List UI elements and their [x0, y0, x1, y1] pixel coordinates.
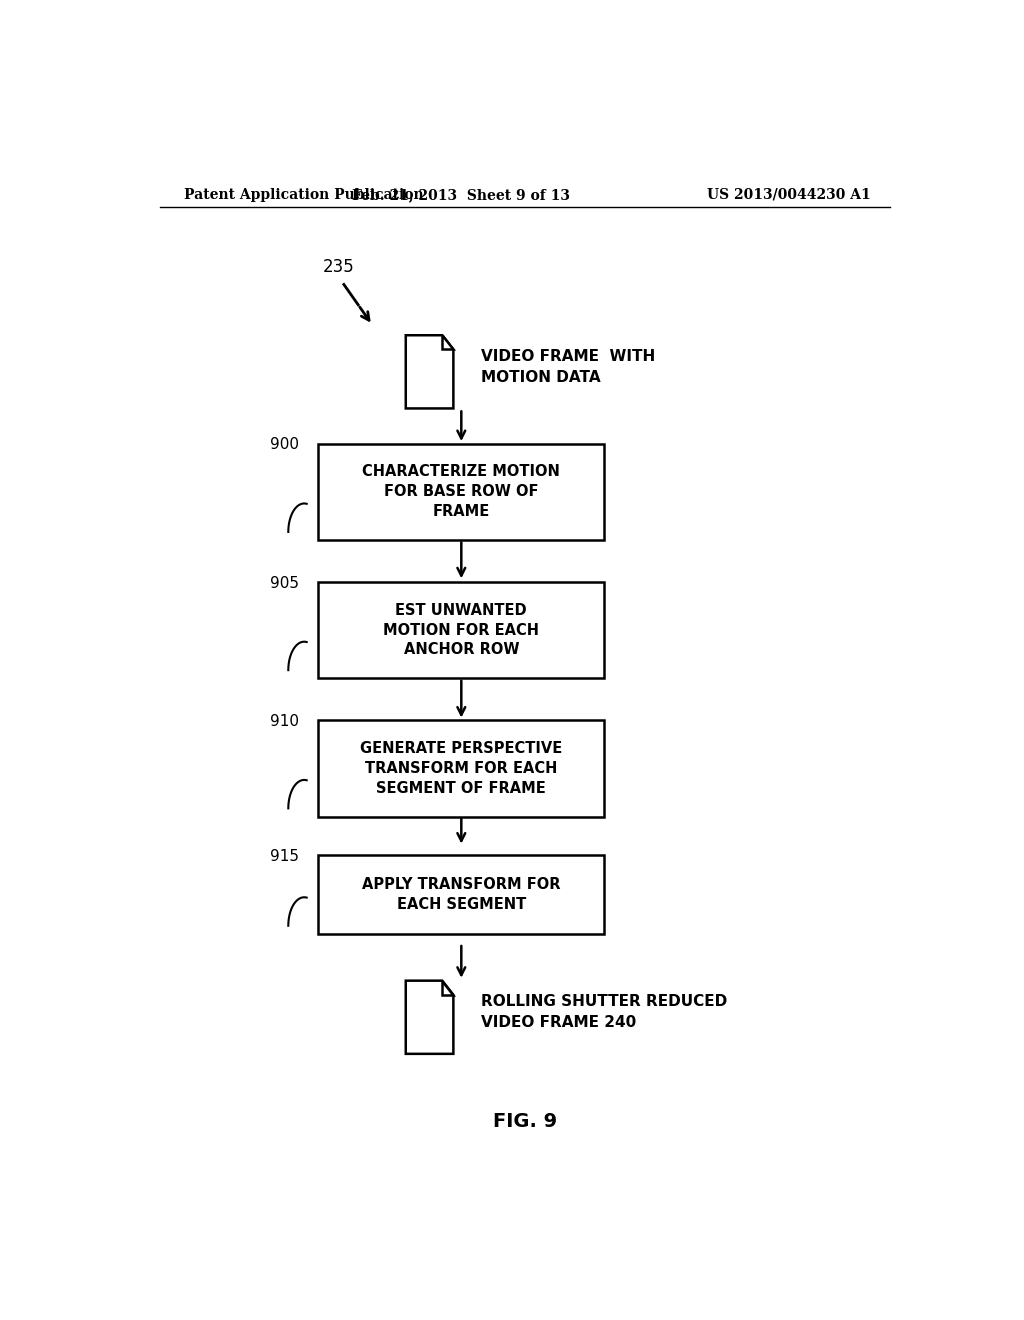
Text: EST UNWANTED
MOTION FOR EACH
ANCHOR ROW: EST UNWANTED MOTION FOR EACH ANCHOR ROW	[383, 603, 540, 657]
Polygon shape	[442, 981, 454, 995]
Polygon shape	[442, 335, 454, 350]
Text: 915: 915	[269, 849, 299, 863]
Text: Feb. 21, 2013  Sheet 9 of 13: Feb. 21, 2013 Sheet 9 of 13	[352, 187, 570, 202]
Bar	[318, 719, 604, 817]
Text: 235: 235	[323, 259, 354, 276]
Polygon shape	[406, 981, 454, 1053]
Text: ROLLING SHUTTER REDUCED
VIDEO FRAME 240: ROLLING SHUTTER REDUCED VIDEO FRAME 240	[481, 994, 727, 1030]
Text: VIDEO FRAME  WITH
MOTION DATA: VIDEO FRAME WITH MOTION DATA	[481, 348, 655, 384]
Bar	[318, 582, 604, 678]
Text: 900: 900	[269, 437, 299, 453]
Bar	[318, 854, 604, 933]
Text: 910: 910	[269, 714, 299, 729]
Text: GENERATE PERSPECTIVE
TRANSFORM FOR EACH
SEGMENT OF FRAME: GENERATE PERSPECTIVE TRANSFORM FOR EACH …	[360, 741, 562, 796]
Text: Patent Application Publication: Patent Application Publication	[183, 187, 423, 202]
Text: APPLY TRANSFORM FOR
EACH SEGMENT: APPLY TRANSFORM FOR EACH SEGMENT	[362, 876, 560, 912]
Text: FIG. 9: FIG. 9	[493, 1113, 557, 1131]
Text: 905: 905	[269, 576, 299, 590]
Text: US 2013/0044230 A1: US 2013/0044230 A1	[708, 187, 871, 202]
Bar	[318, 444, 604, 540]
Polygon shape	[406, 335, 454, 408]
Text: CHARACTERIZE MOTION
FOR BASE ROW OF
FRAME: CHARACTERIZE MOTION FOR BASE ROW OF FRAM…	[362, 465, 560, 519]
